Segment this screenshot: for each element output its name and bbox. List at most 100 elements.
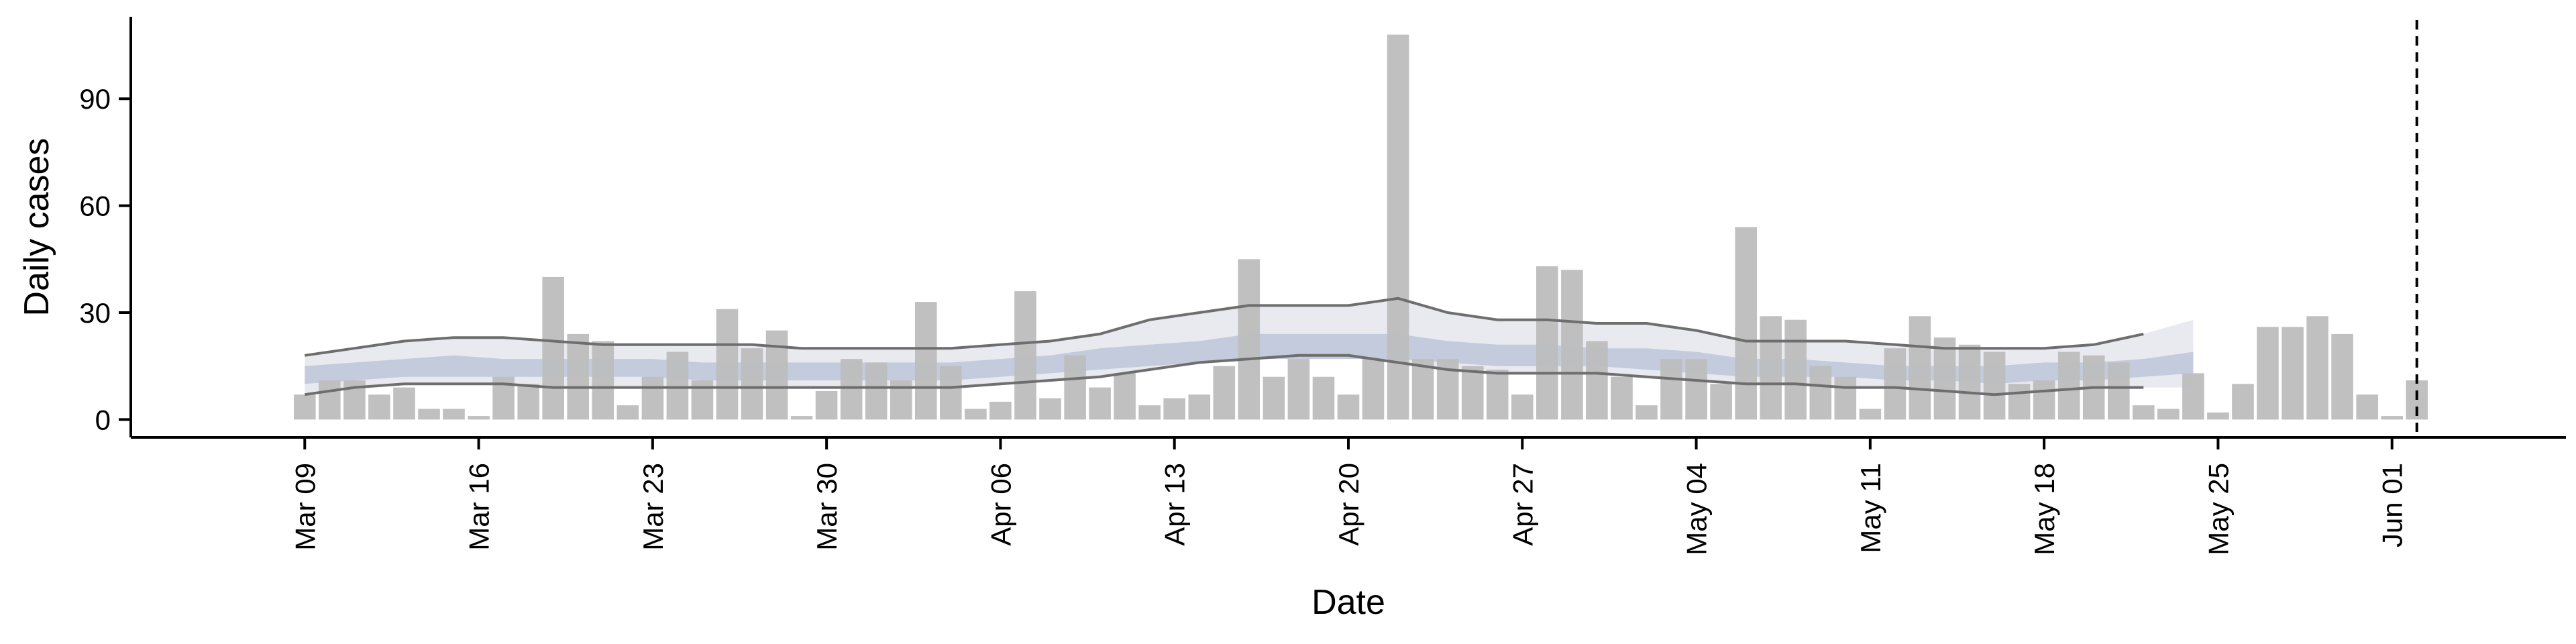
bar-2020-04-05 (965, 409, 987, 420)
bar-2020-03-30 (815, 390, 838, 420)
bar-2020-03-27 (741, 348, 763, 420)
bar-2020-04-03 (915, 302, 937, 420)
bar-2020-05-23 (2157, 409, 2180, 420)
bar-2020-03-29 (790, 416, 813, 420)
bar-2020-03-10 (319, 380, 341, 420)
bar-2020-04-12 (1138, 405, 1161, 420)
bar-2020-04-20 (1337, 394, 1360, 420)
bar-2020-05-06 (1735, 227, 1757, 420)
bar-2020-05-15 (1958, 344, 1981, 420)
bar-2020-05-01 (1611, 376, 1633, 420)
y-tick-label: 60 (79, 191, 111, 222)
bar-2020-03-19 (542, 276, 564, 420)
bar-2020-04-07 (1014, 291, 1036, 420)
x-axis-ticks: Mar 09 Mar 16 Mar 23 Mar 30 Apr 06 Apr 13 Apr … (289, 437, 2408, 555)
x-tick-label: May 18 (2029, 463, 2060, 555)
bar-2020-05-25 (2207, 412, 2229, 420)
bar-2020-03-13 (393, 387, 415, 420)
bar-2020-04-17 (1263, 376, 1285, 420)
x-tick-label: Apr 06 (985, 463, 1016, 546)
bar-2020-03-15 (443, 409, 465, 420)
y-tick-label: 30 (79, 297, 111, 329)
bar-2020-05-17 (2008, 384, 2031, 420)
bar-2020-04-01 (865, 362, 888, 420)
bar-2020-05-09 (1809, 366, 1832, 420)
bar-2020-05-28 (2282, 327, 2304, 420)
x-axis-title: Date (1311, 583, 1385, 622)
bar-2020-04-04 (940, 366, 962, 420)
bar-2020-04-16 (1238, 259, 1260, 420)
bar-2020-03-14 (418, 409, 440, 420)
bar-2020-04-30 (1586, 341, 1608, 420)
bar-2020-04-10 (1089, 387, 1111, 420)
y-axis-ticks: 0 30 60 90 (79, 83, 131, 435)
bar-2020-04-13 (1163, 398, 1185, 420)
bar-2020-05-02 (1635, 405, 1658, 420)
bar-2020-03-31 (840, 359, 863, 420)
bar-2020-03-28 (765, 330, 788, 420)
bar-2020-05-19 (2057, 352, 2080, 420)
bar-2020-04-19 (1312, 376, 1335, 420)
x-tick-label: May 25 (2202, 463, 2234, 555)
bar-2020-05-08 (1784, 319, 1807, 420)
bar-2020-03-12 (368, 394, 390, 420)
bar-2020-05-30 (2331, 333, 2353, 420)
bar-2020-05-18 (2033, 380, 2055, 420)
bar-2020-04-27 (1511, 394, 1534, 420)
bar-2020-04-18 (1287, 359, 1310, 420)
bar-2020-05-07 (1760, 316, 1782, 420)
lower-bound-line (305, 354, 2144, 396)
bar-2020-05-03 (1660, 359, 1682, 420)
bar-2020-05-12 (1884, 348, 1907, 420)
x-tick-label: Apr 13 (1159, 463, 1191, 546)
bar-2020-04-22 (1387, 34, 1409, 420)
bar-2020-06-01 (2381, 416, 2403, 420)
bar-2020-03-20 (567, 333, 589, 420)
bar-2020-05-13 (1909, 316, 1931, 420)
bar-2020-04-26 (1486, 370, 1509, 420)
bar-2020-05-31 (2356, 394, 2378, 420)
bar-2020-03-21 (592, 341, 614, 420)
bar-2020-03-18 (517, 384, 539, 420)
x-tick-label: Mar 16 (464, 463, 495, 551)
bar-2020-03-16 (468, 416, 490, 420)
bar-2020-05-10 (1834, 376, 1857, 420)
bar-2020-05-29 (2306, 316, 2328, 420)
x-tick-label: Apr 20 (1333, 463, 1364, 546)
bar-2020-03-09 (294, 394, 316, 420)
x-tick-label: Jun 01 (2377, 463, 2408, 547)
bar-2020-05-27 (2257, 327, 2279, 420)
x-tick-label: May 04 (1681, 463, 1713, 555)
x-tick-label: Mar 23 (637, 463, 669, 551)
bar-2020-03-23 (641, 376, 664, 420)
bar-2020-04-06 (989, 401, 1012, 420)
bar-2020-05-11 (1859, 409, 1882, 420)
x-tick-label: Mar 09 (289, 463, 321, 551)
bar-2020-04-11 (1114, 373, 1136, 420)
bound-lines (305, 297, 2144, 396)
bar-2020-04-09 (1064, 355, 1086, 420)
bar-2020-04-23 (1411, 359, 1434, 420)
bar-2020-05-26 (2232, 384, 2254, 420)
x-tick-label: May 11 (1855, 463, 1886, 553)
upper-bound-line (305, 297, 2144, 357)
bar-2020-04-25 (1461, 366, 1484, 420)
bar-2020-05-04 (1685, 359, 1707, 420)
y-axis-title: Daily cases (17, 138, 56, 317)
y-tick-label: 90 (79, 83, 111, 115)
x-tick-label: Mar 30 (811, 463, 843, 551)
bar-2020-05-16 (1983, 352, 2006, 420)
bar-2020-05-21 (2108, 362, 2130, 420)
bar-2020-04-21 (1362, 359, 1385, 420)
bar-2020-03-26 (716, 309, 739, 420)
bar-2020-05-14 (1933, 337, 1956, 420)
bar-2020-04-08 (1039, 398, 1061, 420)
bar-2020-04-15 (1213, 366, 1236, 420)
bar-2020-04-14 (1188, 394, 1211, 420)
y-tick-label: 0 (95, 404, 111, 435)
bar-2020-03-22 (616, 405, 639, 420)
bar-2020-03-24 (666, 352, 689, 420)
bar-2020-05-24 (2182, 373, 2204, 420)
